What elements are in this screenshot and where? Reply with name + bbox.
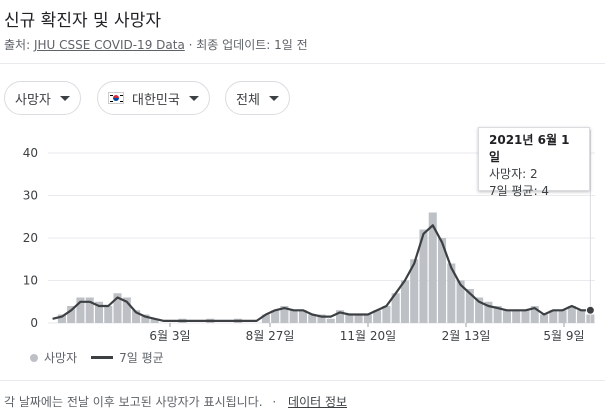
- chevron-down-icon: [188, 95, 199, 101]
- bar: [456, 280, 465, 323]
- bar: [132, 310, 141, 323]
- bar: [502, 310, 511, 323]
- bar: [317, 314, 326, 323]
- footer: 각 날짜에는 전날 이후 보고된 사망자가 표시됩니다. · 데이터 정보: [4, 393, 347, 410]
- y-tick-label: 20: [23, 231, 38, 245]
- tooltip-date: 2021년 6월 1일: [489, 133, 570, 164]
- bar: [363, 314, 372, 323]
- divider: [0, 63, 605, 64]
- range-dropdown[interactable]: 전체: [225, 81, 290, 115]
- page-title: 신규 확진자 및 사망자: [4, 11, 161, 31]
- bar: [493, 306, 502, 323]
- footer-note: 각 날짜에는 전날 이후 보고된 사망자가 표시됩니다.: [4, 395, 263, 409]
- x-tick-label: 2월 13일: [442, 329, 491, 343]
- source-line: 출처: JHU CSSE COVID-19 Data · 최종 업데이트: 1일…: [4, 36, 308, 53]
- bar: [289, 310, 298, 323]
- bar: [94, 301, 104, 323]
- bar: [382, 306, 391, 323]
- footer-separator: ·: [272, 395, 277, 409]
- bar: [141, 314, 150, 323]
- legend-bar-swatch: [30, 353, 38, 362]
- bar: [308, 314, 317, 323]
- bar: [475, 297, 484, 323]
- korea-flag-icon: [108, 92, 124, 104]
- bar: [558, 310, 567, 323]
- tooltip-deaths: 사망자: 2: [489, 167, 538, 181]
- source-prefix: 출처:: [4, 38, 34, 52]
- x-tick-label: 5월 9일: [543, 329, 584, 343]
- bar: [261, 314, 270, 323]
- source-link[interactable]: JHU CSSE COVID-19 Data: [33, 38, 185, 52]
- bar: [419, 229, 428, 323]
- metric-dropdown[interactable]: 사망자: [4, 81, 81, 115]
- hover-point: [585, 305, 595, 315]
- metric-label: 사망자: [15, 92, 51, 108]
- bar: [521, 310, 530, 323]
- country-dropdown[interactable]: 대한민국: [97, 81, 210, 115]
- divider: [0, 380, 605, 381]
- x-tick-label: 11월 20일: [340, 329, 396, 343]
- bar: [122, 297, 131, 323]
- x-tick-label: 6월 3일: [149, 329, 190, 343]
- average-line: [52, 224, 591, 322]
- y-tick-label: 40: [23, 146, 38, 160]
- bar: [465, 289, 474, 323]
- chart-legend: 사망자 7일 평균: [30, 349, 164, 366]
- legend-line-label: 7일 평균: [119, 351, 164, 365]
- bar: [567, 306, 576, 323]
- bar: [67, 306, 76, 323]
- country-label: 대한민국: [132, 92, 180, 108]
- bar: [336, 310, 345, 323]
- bar: [85, 297, 94, 323]
- range-label: 전체: [236, 92, 260, 108]
- legend-line-swatch: [91, 356, 114, 359]
- bar: [447, 263, 456, 323]
- bar: [400, 280, 409, 323]
- bar: [298, 310, 307, 323]
- legend-bars-label: 사망자: [44, 351, 78, 365]
- tooltip-average: 7일 평균: 4: [489, 184, 550, 198]
- bar: [577, 310, 586, 323]
- y-tick-label: 10: [23, 274, 38, 288]
- bar: [484, 301, 493, 323]
- chevron-down-icon: [268, 95, 279, 101]
- y-tick-label: 30: [23, 189, 38, 203]
- bar: [150, 318, 159, 323]
- bar: [271, 310, 280, 323]
- bar: [391, 293, 400, 323]
- update-text: · 최종 업데이트: 1일 전: [184, 38, 308, 52]
- bar: [57, 314, 66, 323]
- chevron-down-icon: [59, 95, 70, 101]
- bar: [410, 259, 419, 323]
- bar: [76, 297, 85, 323]
- bar: [326, 318, 335, 323]
- y-tick-label: 0: [30, 316, 38, 330]
- bar: [539, 314, 549, 323]
- bar: [354, 314, 363, 323]
- bar: [280, 306, 289, 323]
- bar: [549, 310, 558, 323]
- x-tick-label: 8월 27일: [246, 329, 295, 343]
- bar: [373, 310, 382, 323]
- bar: [428, 212, 437, 323]
- data-info-link[interactable]: 데이터 정보: [288, 395, 348, 409]
- deaths-chart[interactable]: 0 10 20 30 40 6월 3일 8월 27일 11월 20일 2월 13일 5월 9일: [0, 130, 605, 345]
- bar: [530, 306, 539, 323]
- chart-tooltip: 2021년 6월 1일 사망자: 2 7일 평균: 4: [478, 127, 590, 198]
- bar: [345, 314, 354, 323]
- bar: [104, 306, 113, 323]
- bar: [113, 293, 122, 323]
- bar: [512, 310, 521, 323]
- bar: [437, 238, 447, 323]
